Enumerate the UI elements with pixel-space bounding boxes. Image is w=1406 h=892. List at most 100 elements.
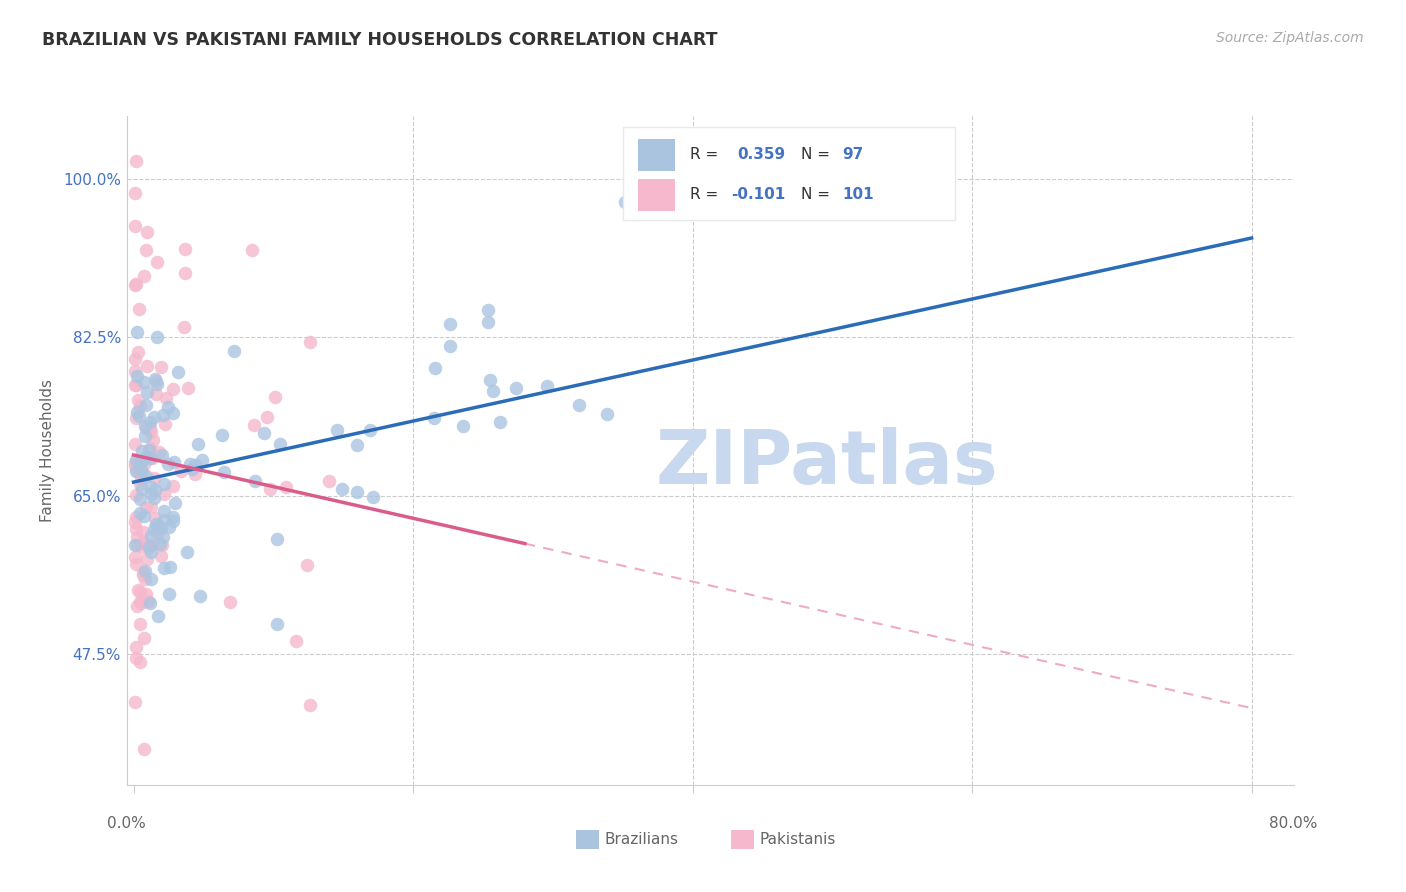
Point [152, 530, 174, 544]
Point [134, 469, 156, 483]
Point [477, 315, 499, 329]
Point [127, 325, 149, 339]
Point [146, 609, 169, 624]
Point [174, 266, 197, 280]
Text: Pakistanis: Pakistanis [759, 832, 835, 847]
Point [145, 526, 167, 541]
Point [125, 464, 148, 478]
Point [153, 513, 176, 527]
Text: 101: 101 [842, 187, 873, 202]
Point [346, 485, 368, 500]
Point [128, 399, 150, 413]
Point [361, 491, 384, 505]
Point [482, 384, 505, 398]
Point [139, 529, 162, 543]
Point [128, 301, 150, 316]
Point [266, 616, 288, 631]
Point [256, 410, 278, 425]
Point [149, 536, 172, 550]
Point [536, 379, 558, 393]
Point [568, 398, 591, 412]
Point [145, 372, 167, 386]
Point [155, 391, 177, 405]
Point [359, 423, 381, 437]
Point [131, 465, 153, 479]
Point [174, 242, 197, 256]
Point [162, 514, 184, 528]
Bar [623, 128, 955, 219]
Text: R =: R = [690, 187, 723, 202]
Point [156, 458, 179, 472]
Point [146, 376, 169, 391]
Bar [638, 178, 675, 211]
Point [132, 457, 155, 471]
Point [134, 573, 156, 587]
Point [125, 522, 148, 536]
Point [124, 437, 146, 451]
Point [125, 530, 148, 544]
Point [131, 482, 153, 496]
Point [135, 359, 157, 373]
Text: 0.0%: 0.0% [107, 816, 146, 831]
Point [129, 492, 152, 507]
Point [157, 587, 180, 601]
Point [240, 243, 263, 257]
Point [136, 225, 159, 239]
Point [125, 538, 148, 552]
Point [124, 456, 146, 470]
Point [150, 448, 173, 462]
Point [125, 368, 148, 383]
Point [212, 465, 235, 479]
Point [134, 244, 156, 258]
Point [149, 549, 172, 563]
Point [139, 480, 162, 494]
Point [134, 376, 156, 390]
Point [132, 565, 155, 579]
Point [138, 443, 160, 458]
Point [152, 560, 174, 574]
Point [125, 410, 148, 425]
Point [141, 572, 163, 586]
Point [478, 373, 501, 387]
Point [439, 318, 461, 332]
Point [477, 302, 499, 317]
Point [191, 453, 214, 467]
Point [134, 741, 156, 756]
Point [425, 361, 447, 376]
Text: N =: N = [801, 147, 835, 162]
Point [143, 511, 166, 525]
Point [128, 409, 150, 423]
Point [134, 429, 156, 443]
Point [180, 462, 202, 476]
Text: 0.359: 0.359 [737, 147, 785, 162]
Point [243, 474, 266, 488]
Point [153, 417, 176, 431]
Point [149, 521, 172, 535]
Point [124, 352, 146, 367]
Point [142, 409, 165, 424]
Text: -0.101: -0.101 [731, 187, 786, 202]
Point [187, 437, 209, 451]
Point [284, 633, 307, 648]
Text: BRAZILIAN VS PAKISTANI FAMILY HOUSEHOLDS CORRELATION CHART: BRAZILIAN VS PAKISTANI FAMILY HOUSEHOLDS… [42, 31, 717, 49]
Point [138, 537, 160, 551]
Text: Brazilians: Brazilians [605, 832, 679, 847]
Text: R =: R = [690, 147, 723, 162]
Point [127, 583, 149, 598]
Point [141, 425, 163, 439]
Text: N =: N = [801, 187, 835, 202]
Point [146, 519, 169, 533]
Point [141, 450, 163, 465]
Point [157, 519, 180, 533]
Point [139, 415, 162, 429]
Point [139, 487, 162, 501]
Point [131, 443, 153, 458]
Point [163, 496, 186, 510]
Point [131, 541, 153, 555]
Point [179, 457, 201, 471]
Point [614, 194, 637, 209]
Point [139, 545, 162, 559]
Point [132, 632, 155, 646]
Point [141, 500, 163, 515]
Point [162, 509, 184, 524]
